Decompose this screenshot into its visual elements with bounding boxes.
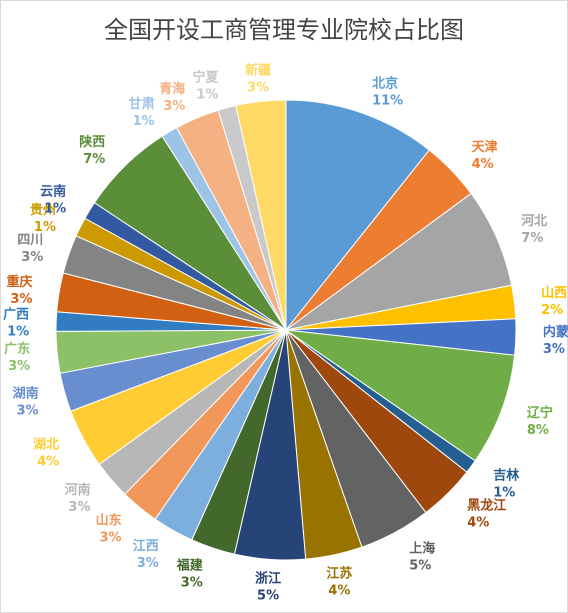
slice-name-label: 内蒙古 [543, 324, 568, 340]
chart-title: 全国开设工商管理专业院校占比图 [104, 16, 464, 44]
slice-name-label: 甘肃 [129, 96, 155, 112]
slice-percent-label: 3% [543, 342, 565, 357]
slice-name-label: 青海 [159, 81, 185, 97]
slice-name-label: 广西 [3, 307, 29, 323]
slice-percent-label: 3% [100, 531, 122, 546]
slice-percent-label: 4% [328, 583, 350, 598]
slice-name-label: 上海 [409, 540, 435, 556]
slice-percent-label: 8% [527, 423, 549, 438]
pie-slice-2 [285, 192, 513, 331]
slice-percent-label: 2% [541, 303, 563, 318]
pie-slices [55, 99, 517, 561]
slice-name-label: 吉林 [493, 467, 519, 483]
pie-slice-5 [285, 329, 516, 462]
slice-percent-label: 1% [44, 201, 66, 216]
slice-name-label: 重庆 [6, 274, 32, 290]
slice-percent-label: 1% [34, 220, 56, 235]
slice-percent-label: 3% [21, 250, 43, 265]
slice-percent-label: 4% [37, 455, 59, 470]
slice-name-label: 云南 [40, 183, 66, 199]
slice-name-label: 黑龙江 [467, 497, 506, 513]
slice-percent-label: 3% [137, 556, 159, 571]
slice-percent-label: 4% [472, 157, 494, 172]
slice-percent-label: 5% [257, 588, 279, 603]
slice-name-label: 天津 [472, 139, 498, 155]
slice-name-label: 陕西 [79, 134, 105, 150]
slice-name-label: 广东 [4, 341, 30, 357]
slice-name-label: 河南 [64, 482, 90, 498]
slice-percent-label: 1% [493, 485, 515, 500]
slice-name-label: 湖北 [33, 438, 59, 453]
slice-percent-label: 11% [372, 93, 403, 108]
slice-percent-label: 3% [163, 99, 185, 114]
pie-labels: 北京11%天津4%河北7%山西2%内蒙古3%辽宁8%吉林1%黑龙江4%上海5%江… [3, 63, 568, 604]
slice-percent-label: 3% [247, 81, 269, 96]
slice-percent-label: 7% [83, 152, 105, 167]
slice-percent-label: 1% [7, 325, 29, 340]
slice-percent-label: 1% [196, 88, 218, 103]
slice-name-label: 辽宁 [527, 405, 553, 421]
slice-name-label: 福建 [176, 558, 203, 574]
slice-name-label: 浙江 [255, 570, 281, 586]
slice-name-label: 北京 [372, 75, 398, 91]
slice-percent-label: 3% [68, 500, 90, 515]
slice-percent-label: 7% [521, 231, 543, 246]
slice-name-label: 山西 [541, 285, 567, 301]
slice-name-label: 江苏 [326, 565, 352, 581]
slice-percent-label: 4% [467, 515, 489, 530]
pie-slice-0 [285, 99, 430, 332]
slice-name-label: 河北 [521, 213, 547, 229]
slice-name-label: 贵州 [30, 202, 56, 218]
slice-percent-label: 3% [181, 576, 203, 591]
slice-name-label: 江西 [133, 538, 159, 554]
slice-percent-label: 5% [409, 558, 431, 573]
slice-percent-label: 1% [133, 114, 155, 129]
slice-name-label: 宁夏 [192, 70, 219, 86]
slice-percent-label: 3% [10, 292, 32, 307]
slice-name-label: 新疆 [245, 63, 271, 79]
slice-name-label: 山东 [96, 513, 122, 529]
pie-slice-27 [235, 99, 287, 331]
slice-name-label: 湖南 [13, 385, 39, 401]
slice-percent-label: 3% [17, 403, 39, 418]
slice-name-label: 四川 [17, 233, 43, 248]
slice-percent-label: 3% [8, 359, 30, 374]
